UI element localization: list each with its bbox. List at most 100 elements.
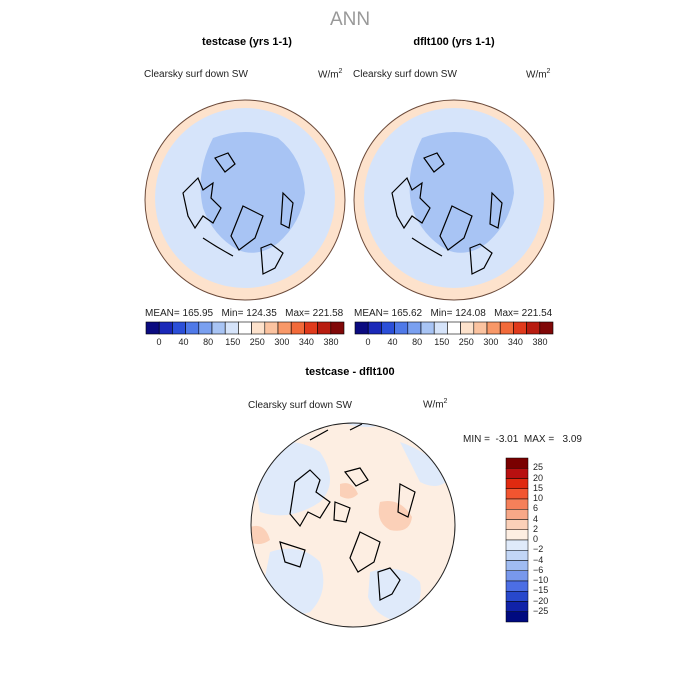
colorbar-swatch xyxy=(505,580,529,592)
colorbar-swatch xyxy=(224,321,239,335)
colorbar-swatch xyxy=(473,321,488,335)
diff-coastline xyxy=(279,423,416,601)
diff-panel-title: testcase - dflt100 xyxy=(305,366,395,378)
colorbar-tick-label: −15 xyxy=(533,585,549,596)
colorbar-tick-label: 80 xyxy=(412,337,423,347)
colorbar-swatch xyxy=(381,321,395,335)
colorbar-tick-label: 80 xyxy=(203,337,214,347)
colorbar-swatch xyxy=(513,321,527,335)
diff-panel-variable: Clearsky surf down SW xyxy=(248,400,352,411)
colorbar-swatch xyxy=(505,570,529,582)
colorbar-swatch xyxy=(330,321,345,335)
colorbar-tick-label: 300 xyxy=(483,337,499,347)
colorbar-tick-label: 6 xyxy=(533,503,539,514)
diff-colorbar-labels: 25 20 15 10 6 4 2 0 −2 −4 −6 −10 −15 −20 −25 xyxy=(533,458,573,622)
colorbar-tick-label: 0 xyxy=(533,534,539,544)
diff-panel-polar-map xyxy=(250,422,456,628)
colorbar-swatch xyxy=(420,321,435,335)
colorbar-swatch xyxy=(304,321,318,335)
colorbar-swatch xyxy=(505,457,529,469)
colorbar-tick-label: −6 xyxy=(533,564,544,575)
colorbar-tick-label: 10 xyxy=(533,493,544,503)
colorbar-swatch xyxy=(145,321,160,335)
colorbar-swatch xyxy=(211,321,226,335)
colorbar-tick-label: 380 xyxy=(323,337,339,347)
panel-1-colorbar xyxy=(145,321,345,335)
diff-negative-patch xyxy=(260,548,324,616)
colorbar-tick-label: 300 xyxy=(274,337,290,347)
colorbar-swatch xyxy=(317,321,332,335)
colorbar-swatch xyxy=(354,321,369,335)
colorbar-swatch xyxy=(172,321,186,335)
diff-positive-patch xyxy=(340,483,358,499)
colorbar-swatch xyxy=(505,468,529,479)
colorbar-tick-label: −25 xyxy=(533,605,549,616)
colorbar-tick-label: 40 xyxy=(387,337,398,347)
colorbar-tick-label: 150 xyxy=(434,337,450,347)
panel-1-variable: Clearsky surf down SW xyxy=(144,69,248,80)
colorbar-swatch xyxy=(505,550,529,561)
colorbar-tick-label: 15 xyxy=(533,482,544,493)
colorbar-swatch xyxy=(433,321,448,335)
colorbar-tick-label: 4 xyxy=(533,513,539,524)
colorbar-swatch xyxy=(505,478,529,489)
colorbar-swatch xyxy=(185,321,200,335)
panel-2-stats: MEAN= 165.62 Min= 124.08 Max= 221.54 xyxy=(354,308,553,319)
colorbar-swatch xyxy=(505,591,529,602)
colorbar-tick-label: 25 xyxy=(533,462,544,473)
diff-negative-patch xyxy=(368,568,421,622)
colorbar-tick-label: 250 xyxy=(458,337,474,347)
colorbar-tick-label: 0 xyxy=(156,337,162,347)
colorbar-swatch xyxy=(499,321,514,335)
panel-2-colorbar xyxy=(354,321,554,335)
colorbar-swatch xyxy=(526,321,541,335)
panel-2-variable: Clearsky surf down SW xyxy=(353,69,457,80)
diff-positive-patch xyxy=(378,501,412,531)
panel-1-units: W/m2 xyxy=(318,68,343,81)
colorbar-tick-label: −2 xyxy=(533,544,544,555)
panel-1-stats: MEAN= 165.95 Min= 124.35 Max= 221.58 xyxy=(145,308,344,319)
panel-2-colorbar-labels: 0 40 80 150 250 300 340 380 xyxy=(355,337,553,349)
diff-panel-stats: MIN = -3.01 MAX = 3.09 xyxy=(463,434,582,445)
diff-positive-patch xyxy=(251,525,270,545)
colorbar-swatch xyxy=(505,601,529,612)
colorbar-swatch xyxy=(486,321,501,335)
panel-2-coastline xyxy=(391,152,503,275)
colorbar-swatch xyxy=(447,321,461,335)
colorbar-swatch xyxy=(198,321,213,335)
colorbar-tick-label: 380 xyxy=(532,337,548,347)
main-title: ANN xyxy=(329,9,371,30)
colorbar-tick-label: −20 xyxy=(533,595,549,606)
colorbar-swatch xyxy=(505,498,529,510)
diff-negative-patch xyxy=(340,423,450,486)
colorbar-tick-label: 340 xyxy=(507,337,523,347)
colorbar-swatch xyxy=(394,321,409,335)
panel-1-colorbar-labels: 0 40 80 150 250 300 340 380 xyxy=(146,337,344,349)
colorbar-swatch xyxy=(505,519,529,530)
colorbar-tick-label: 2 xyxy=(533,523,539,534)
colorbar-tick-label: −10 xyxy=(533,575,549,585)
colorbar-swatch xyxy=(505,488,529,500)
colorbar-swatch xyxy=(505,560,529,571)
colorbar-swatch xyxy=(158,321,173,335)
colorbar-swatch xyxy=(539,321,554,335)
colorbar-swatch xyxy=(238,321,252,335)
colorbar-swatch xyxy=(505,529,529,541)
colorbar-swatch xyxy=(407,321,422,335)
panel-2-polar-map xyxy=(353,99,555,301)
colorbar-tick-label: 340 xyxy=(298,337,314,347)
panel-1-arctic-field xyxy=(200,132,305,253)
colorbar-tick-label: 150 xyxy=(225,337,241,347)
panel-2-arctic-field xyxy=(409,132,514,253)
panel-1-title: testcase (yrs 1-1) xyxy=(202,36,292,48)
colorbar-tick-label: 250 xyxy=(249,337,265,347)
panel-2-units: W/m2 xyxy=(526,68,551,81)
panel-2-title: dflt100 (yrs 1-1) xyxy=(413,36,495,48)
colorbar-tick-label: 40 xyxy=(178,337,189,347)
panel-1-polar-map xyxy=(144,99,346,301)
colorbar-tick-label: 20 xyxy=(533,472,544,483)
diff-panel-units: W/m2 xyxy=(423,398,448,411)
panel-1-coastline xyxy=(182,152,294,275)
colorbar-tick-label: −4 xyxy=(533,554,544,565)
colorbar-tick-label: 0 xyxy=(365,337,371,347)
